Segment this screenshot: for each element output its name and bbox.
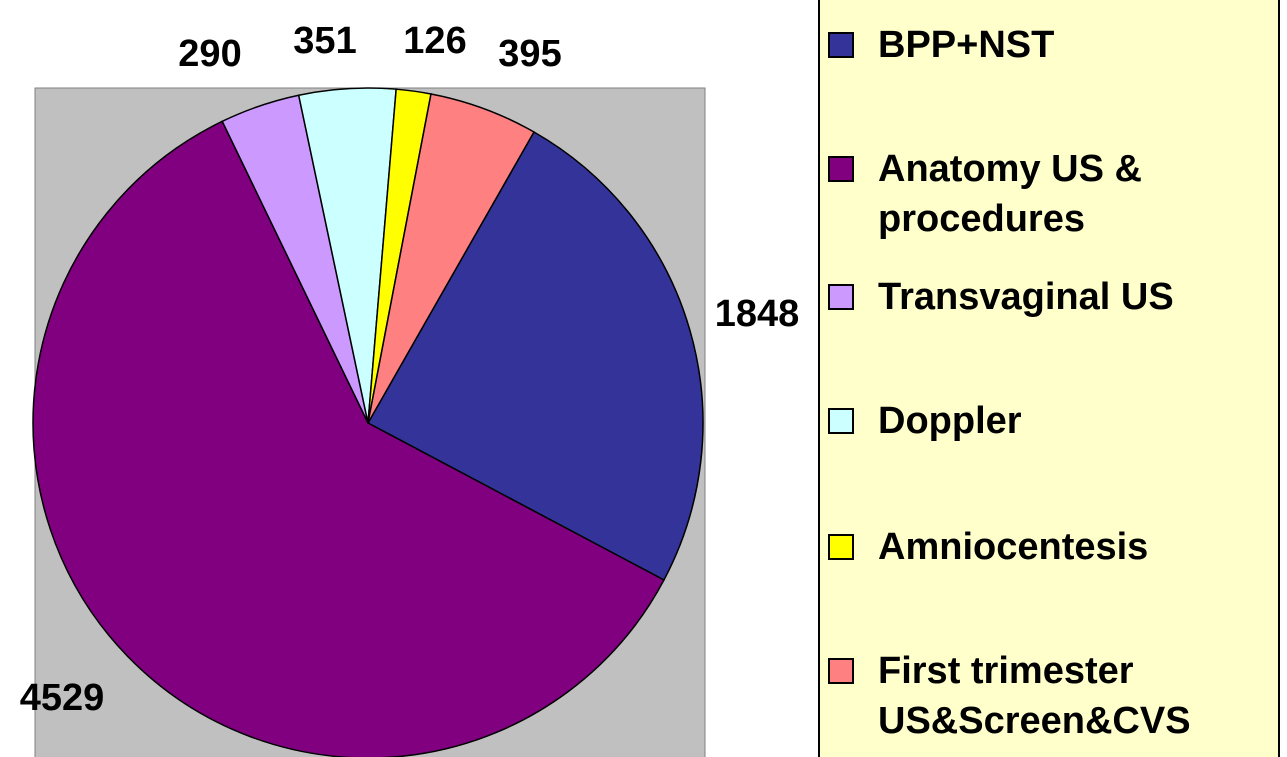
data-label: 126 — [403, 20, 466, 62]
legend-label: Doppler — [878, 400, 1022, 442]
legend: BPP+NST Anatomy US & procedures Transvagin… — [818, 0, 1280, 757]
legend-label: Transvaginal US — [878, 276, 1174, 318]
legend-swatch — [828, 408, 854, 434]
pie-area: 1848 4529 290 351 126 395 — [20, 20, 800, 757]
data-label: 1848 — [715, 293, 800, 335]
legend-label: BPP+NST — [878, 24, 1055, 66]
legend-swatch — [828, 156, 854, 182]
pie-slice — [367, 93, 536, 424]
legend-swatch — [828, 534, 854, 560]
pie-slice — [366, 130, 704, 582]
legend-label: Amniocentesis — [878, 526, 1149, 568]
data-label: 351 — [293, 20, 356, 62]
pie-slice — [32, 120, 665, 757]
data-label: 290 — [178, 33, 241, 75]
data-label: 4529 — [20, 677, 105, 719]
legend-label: First trimester US&Screen&CVS — [878, 650, 1191, 742]
legend-label: Anatomy US & procedures — [878, 148, 1142, 240]
legend-swatch — [828, 658, 854, 684]
legend-swatch — [828, 32, 854, 58]
data-label: 395 — [498, 33, 561, 75]
legend-swatch — [828, 284, 854, 310]
